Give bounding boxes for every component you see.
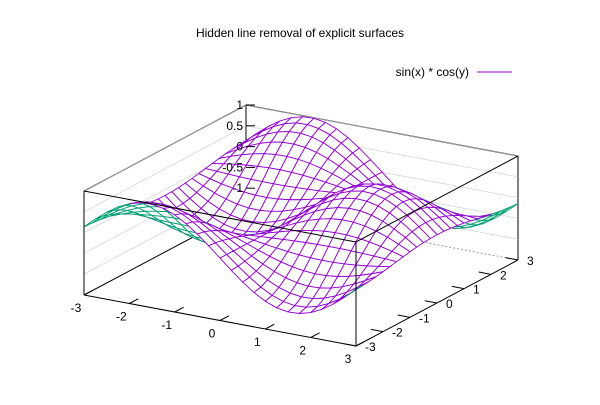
- x-tick-label: 3: [345, 352, 352, 366]
- chart-title: Hidden line removal of explicit surfaces: [196, 26, 404, 40]
- y-tick-3: [425, 301, 437, 303]
- z-tick-label: 1: [236, 98, 243, 112]
- x-tick-5: [311, 333, 320, 338]
- x-tick-label: -1: [161, 318, 172, 332]
- x-tick-label: 1: [254, 335, 261, 349]
- x-tick-label: -3: [71, 301, 82, 315]
- y-tick-4: [452, 286, 464, 288]
- y-tick-label: -2: [392, 326, 403, 340]
- x-tick-label: 0: [209, 327, 216, 341]
- y-tick-label: 3: [527, 254, 534, 268]
- x-tick-3: [220, 316, 229, 321]
- z-tick-label: -0.5: [222, 160, 243, 174]
- y-tick-1: [371, 329, 383, 331]
- y-tick-0: [344, 344, 356, 346]
- y-tick-2: [398, 315, 410, 317]
- x-tick-6: [356, 341, 365, 346]
- x-tick-label: 2: [299, 344, 306, 358]
- y-tick-label: -3: [365, 340, 376, 354]
- surface-cell: [84, 216, 102, 226]
- z-tick-label: 0.5: [226, 119, 243, 133]
- z-tick-label: -1: [232, 181, 243, 195]
- y-tick-6: [506, 258, 518, 260]
- x-tick-label: -2: [116, 310, 127, 324]
- legend: sin(x) * cos(y): [396, 65, 512, 79]
- legend-label-sin-cos: sin(x) * cos(y): [396, 65, 469, 79]
- x-tick-4: [265, 324, 274, 329]
- y-tick-label: -1: [419, 311, 430, 325]
- z-tick-label: 0: [236, 140, 243, 154]
- x-tick-2: [175, 307, 184, 312]
- y-tick-label: 1: [473, 283, 480, 297]
- x-tick-0: [84, 290, 93, 295]
- y-tick-5: [479, 272, 491, 274]
- y-tick-label: 2: [500, 268, 507, 282]
- x-tick-1: [129, 299, 138, 304]
- y-tick-label: 0: [446, 297, 453, 311]
- surface-mesh: [84, 117, 518, 314]
